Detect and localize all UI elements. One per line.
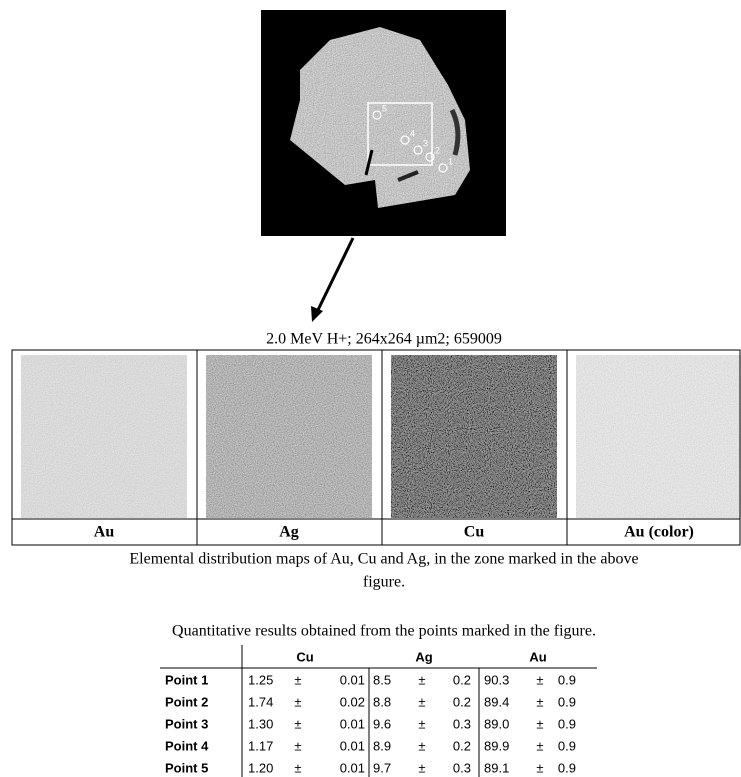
- uncertainty: 0.02: [340, 694, 365, 709]
- map-label: Ag: [279, 524, 299, 541]
- plus-minus: ±: [294, 716, 301, 731]
- element-map: [206, 355, 372, 518]
- plus-minus: ±: [536, 716, 543, 731]
- value: 8.8: [373, 694, 391, 709]
- plus-minus: ±: [418, 760, 425, 775]
- plus-minus: ±: [294, 738, 301, 753]
- uncertainty: 0.3: [453, 716, 471, 731]
- value: 1.17: [248, 738, 273, 753]
- uncertainty: 0.01: [340, 738, 365, 753]
- arrow: [317, 238, 353, 312]
- map-label: Cu: [464, 524, 485, 541]
- row-label: Point 5: [165, 760, 208, 775]
- point-label: 4: [410, 128, 415, 138]
- value: 1.74: [248, 694, 273, 709]
- value: 8.5: [373, 672, 391, 687]
- column-header: Cu: [296, 649, 313, 664]
- row-label: Point 2: [165, 694, 208, 709]
- plus-minus: ±: [536, 760, 543, 775]
- uncertainty: 0.2: [453, 672, 471, 687]
- plus-minus: ±: [536, 694, 543, 709]
- uncertainty: 0.01: [340, 716, 365, 731]
- column-header: Au: [529, 649, 546, 664]
- plus-minus: ±: [418, 694, 425, 709]
- uncertainty: 0.01: [340, 672, 365, 687]
- plus-minus: ±: [294, 694, 301, 709]
- element-map: [391, 355, 557, 518]
- uncertainty: 0.2: [453, 694, 471, 709]
- value: 89.9: [484, 738, 509, 753]
- arrow-head: [311, 306, 323, 322]
- plus-minus: ±: [294, 760, 301, 775]
- plus-minus: ±: [418, 672, 425, 687]
- value: 9.7: [373, 760, 391, 775]
- map-label: Au: [94, 524, 115, 541]
- point-label: 3: [423, 138, 428, 148]
- point-label: 5: [382, 103, 387, 113]
- value: 90.3: [484, 672, 509, 687]
- caption: Elemental distribution maps of Au, Cu an…: [129, 551, 638, 568]
- element-map: [576, 355, 741, 518]
- point-label: 2: [435, 145, 440, 155]
- row-label: Point 1: [165, 672, 208, 687]
- plus-minus: ±: [536, 738, 543, 753]
- value: 8.9: [373, 738, 391, 753]
- plus-minus: ±: [418, 738, 425, 753]
- map-label: Au (color): [624, 524, 694, 541]
- value: 89.1: [484, 760, 509, 775]
- caption: figure.: [363, 574, 405, 591]
- uncertainty: 0.9: [558, 716, 576, 731]
- value: 89.0: [484, 716, 509, 731]
- value: 89.4: [484, 694, 509, 709]
- uncertainty: 0.9: [558, 694, 576, 709]
- element-map: [21, 355, 187, 518]
- uncertainty: 0.9: [558, 760, 576, 775]
- uncertainty: 0.3: [453, 760, 471, 775]
- uncertainty: 0.9: [558, 672, 576, 687]
- table-title: Quantitative results obtained from the p…: [172, 623, 596, 640]
- plus-minus: ±: [294, 672, 301, 687]
- value: 1.25: [248, 672, 273, 687]
- plus-minus: ±: [418, 716, 425, 731]
- row-label: Point 3: [165, 716, 208, 731]
- uncertainty: 0.01: [340, 760, 365, 775]
- value: 9.6: [373, 716, 391, 731]
- uncertainty: 0.2: [453, 738, 471, 753]
- plus-minus: ±: [536, 672, 543, 687]
- row-label: Point 4: [165, 738, 209, 753]
- point-label: 1: [448, 156, 453, 166]
- uncertainty: 0.9: [558, 738, 576, 753]
- figure-page: 5 4321 2.0 MeV H+; 264x264 µm2; 659009 Au…: [0, 0, 741, 777]
- value: 1.20: [248, 760, 273, 775]
- column-header: Ag: [415, 649, 432, 664]
- value: 1.30: [248, 716, 273, 731]
- beam-caption: 2.0 MeV H+; 264x264 µm2; 659009: [266, 331, 502, 348]
